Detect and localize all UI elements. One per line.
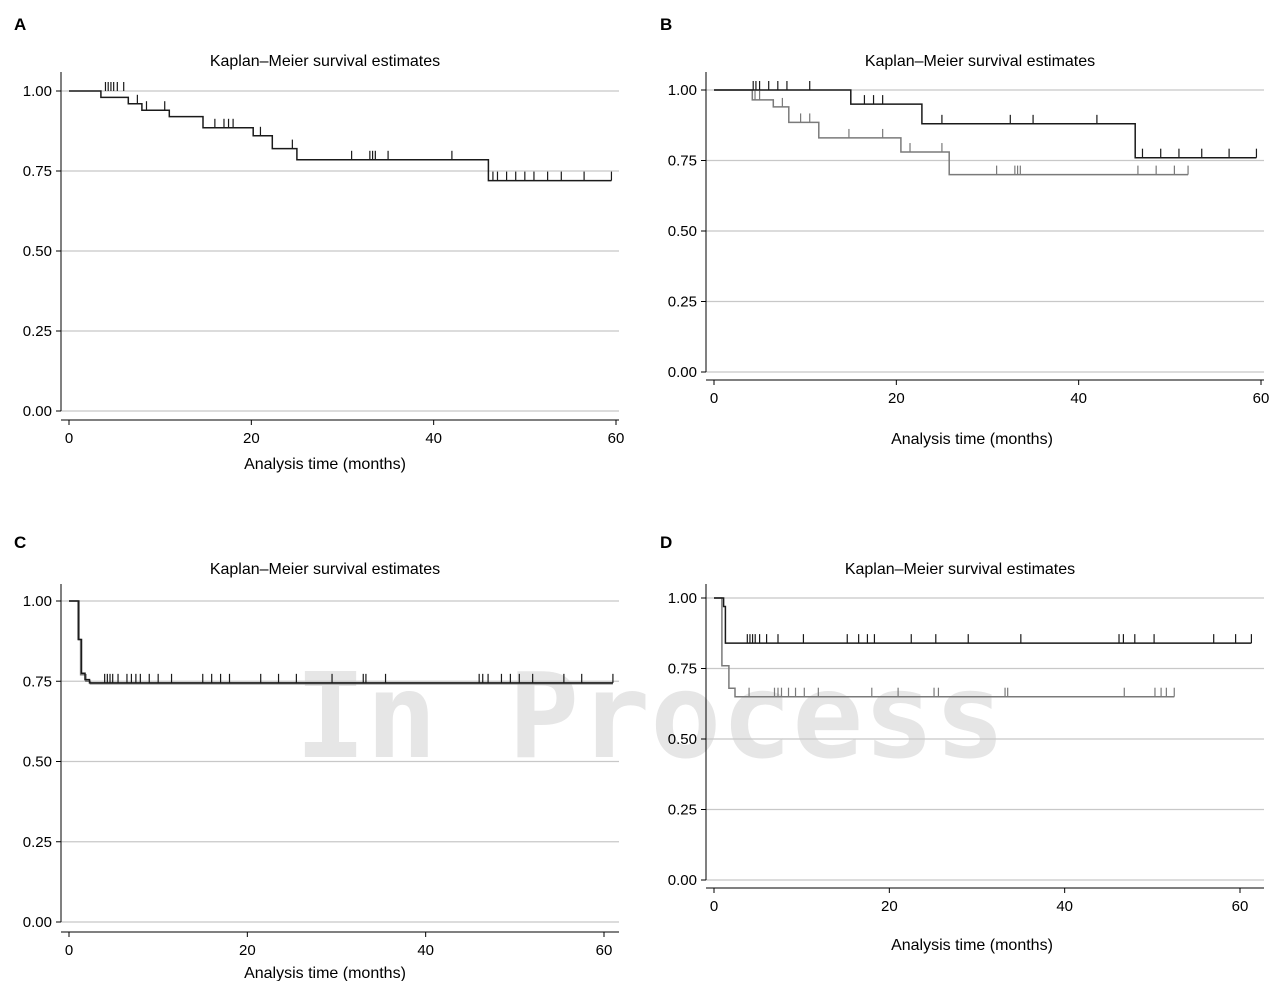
- x-tick-label: 20: [243, 430, 260, 447]
- x-tick-label: 20: [239, 942, 256, 959]
- y-tick-label: 1.00: [23, 593, 52, 610]
- panel-letter: A: [14, 15, 26, 34]
- survival-curve: [714, 597, 1252, 644]
- x-axis-label: Analysis time (months): [891, 431, 1053, 448]
- chart-title: Kaplan–Meier survival estimates: [210, 53, 440, 70]
- chart-title: Kaplan–Meier survival estimates: [845, 561, 1075, 578]
- plot-area: 0.00 0.25 0.50 0.75 1.00 0 20 40 60: [23, 72, 625, 447]
- x-tick-label: 60: [608, 430, 625, 447]
- y-tick-label: 0.00: [668, 364, 697, 381]
- x-tick-label: 40: [425, 430, 442, 447]
- y-tick-label: 0.75: [668, 153, 697, 170]
- y-tick-label: 1.00: [23, 83, 52, 100]
- x-tick-label: 0: [65, 430, 73, 447]
- x-tick-label: 40: [417, 942, 434, 959]
- y-tick-label: 0.25: [668, 294, 697, 311]
- x-tick-label: 0: [710, 390, 718, 407]
- y-tick-label: 0.00: [668, 872, 697, 889]
- y-tick-label: 0.75: [668, 661, 697, 678]
- x-tick-label: 0: [65, 942, 73, 959]
- panel-letter: D: [660, 533, 672, 552]
- survival-curve: [69, 600, 613, 684]
- x-tick-label: 60: [1232, 898, 1249, 915]
- panel-b: B Kaplan–Meier survival estimates Analys…: [660, 15, 1269, 448]
- chart-title: Kaplan–Meier survival estimates: [865, 53, 1095, 70]
- x-tick-label: 0: [710, 898, 718, 915]
- y-tick-label: 0.50: [23, 754, 52, 771]
- y-tick-label: 0.25: [23, 323, 52, 340]
- x-tick-label: 40: [1056, 898, 1073, 915]
- x-tick-label: 20: [888, 390, 905, 407]
- y-tick-label: 0.25: [668, 802, 697, 819]
- plot-area: 0.00 0.25 0.50 0.75 1.00 0 20 40 60: [668, 584, 1264, 915]
- x-tick-label: 60: [596, 942, 613, 959]
- panel-c: C Kaplan–Meier survival estimates Analys…: [14, 533, 619, 981]
- panel-letter: B: [660, 15, 672, 34]
- y-tick-label: 0.50: [23, 243, 52, 260]
- x-tick-label: 40: [1070, 390, 1087, 407]
- y-tick-label: 0.00: [23, 403, 52, 420]
- chart-title: Kaplan–Meier survival estimates: [210, 561, 440, 578]
- x-tick-label: 20: [881, 898, 898, 915]
- y-tick-label: 0.00: [23, 914, 52, 931]
- panel-letter: C: [14, 533, 26, 552]
- x-tick-label: 60: [1253, 390, 1270, 407]
- x-axis-label: Analysis time (months): [244, 456, 406, 473]
- plot-area: 0.00 0.25 0.50 0.75 1.00 0 20 40 60: [668, 72, 1270, 407]
- y-tick-label: 0.75: [23, 673, 52, 690]
- y-tick-label: 0.50: [668, 731, 697, 748]
- y-tick-label: 0.75: [23, 163, 52, 180]
- panel-a: A Kaplan–Meier survival estimates Analys…: [14, 15, 624, 473]
- survival-curve: [714, 89, 1257, 159]
- survival-curve: [714, 89, 1189, 176]
- plot-area: 0.00 0.25 0.50 0.75 1.00 0 20 40 60: [23, 584, 619, 959]
- x-axis-label: Analysis time (months): [244, 965, 406, 981]
- y-tick-label: 0.25: [23, 834, 52, 851]
- watermark-text: In Process: [295, 647, 1005, 785]
- y-tick-label: 1.00: [668, 82, 697, 99]
- panel-d: D Kaplan–Meier survival estimates Analys…: [660, 533, 1264, 954]
- survival-curve: [714, 597, 1175, 698]
- y-tick-label: 1.00: [668, 590, 697, 607]
- survival-curve: [69, 90, 612, 182]
- x-axis-label: Analysis time (months): [891, 937, 1053, 954]
- y-tick-label: 0.50: [668, 223, 697, 240]
